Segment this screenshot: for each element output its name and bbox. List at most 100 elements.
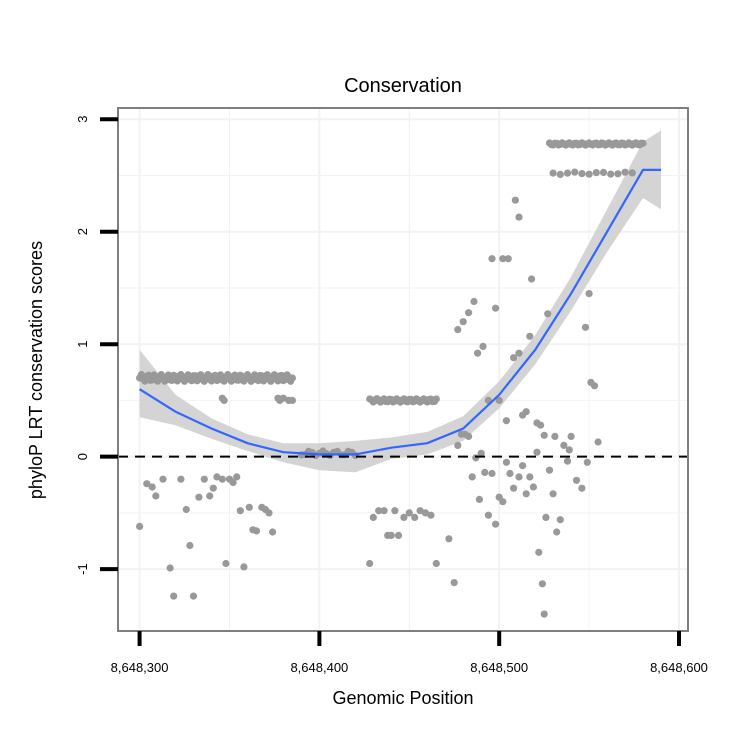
y-axis-label: phyloP LRT conservation scores — [26, 241, 46, 499]
plot-frame — [117, 107, 689, 632]
x-tick-label-3: 8,648,600 — [650, 660, 708, 675]
data-point-7 — [177, 475, 185, 483]
y-tick-label-3: 2 — [75, 228, 90, 235]
data-point-107 — [529, 483, 538, 491]
data-points — [136, 139, 647, 618]
data-point-208 — [288, 374, 296, 382]
data-point-34 — [279, 394, 287, 402]
data-point-301 — [556, 170, 564, 178]
y-tick-label-1: 0 — [75, 453, 90, 460]
chart-title: Conservation — [344, 75, 462, 97]
data-point-53 — [450, 579, 458, 587]
x-tick-label-1: 8,648,400 — [290, 660, 348, 675]
data-point-29 — [269, 528, 277, 536]
data-point-95 — [484, 511, 492, 519]
data-point-1 — [143, 480, 151, 488]
grid-lines — [118, 108, 688, 631]
data-point-86 — [454, 441, 462, 449]
data-point-17 — [222, 559, 230, 568]
confidence-band-layer — [139, 130, 662, 473]
data-point-96 — [488, 469, 496, 478]
data-point-299 — [639, 139, 647, 147]
data-point-102 — [509, 484, 518, 492]
data-point-20 — [233, 473, 241, 481]
data-point-304 — [578, 170, 586, 178]
data-point-106 — [526, 473, 534, 481]
data-point-14 — [209, 484, 217, 492]
data-point-45 — [400, 513, 408, 522]
data-point-66 — [504, 255, 512, 263]
data-point-19 — [229, 478, 237, 487]
data-point-40 — [380, 507, 388, 515]
data-point-70 — [515, 213, 523, 221]
data-point-310 — [621, 168, 629, 176]
data-point-305 — [585, 170, 593, 178]
x-axis-label: Genomic Position — [332, 688, 473, 708]
data-point-119 — [567, 432, 575, 440]
data-point-103 — [515, 473, 523, 481]
data-point-11 — [195, 493, 203, 501]
data-point-77 — [540, 431, 548, 439]
data-point-93 — [477, 449, 485, 457]
data-point-8 — [182, 505, 190, 514]
data-point-74 — [528, 275, 536, 283]
data-point-90 — [468, 473, 476, 481]
data-point-101 — [506, 469, 514, 478]
data-point-81 — [581, 323, 590, 331]
smooth-fit-line — [139, 168, 661, 456]
data-point-37 — [366, 559, 374, 568]
y-tick-label-4: 3 — [75, 116, 90, 123]
data-point-78 — [544, 310, 552, 318]
data-point-99 — [499, 498, 507, 506]
data-point-110 — [538, 580, 547, 588]
data-point-15 — [213, 473, 221, 481]
data-point-6 — [170, 592, 178, 600]
data-point-61 — [488, 255, 496, 263]
data-point-23 — [245, 503, 253, 511]
data-point-9 — [186, 541, 194, 550]
data-point-118 — [563, 457, 572, 465]
confidence-band — [139, 130, 662, 473]
data-point-80 — [565, 446, 573, 454]
data-point-65 — [502, 417, 510, 425]
y-tick-label-0: -1 — [75, 563, 90, 575]
data-point-10 — [189, 592, 198, 600]
data-point-122 — [583, 458, 591, 466]
data-point-300 — [549, 169, 557, 177]
data-point-108 — [533, 448, 541, 456]
data-point-12 — [200, 475, 208, 483]
data-point-104 — [519, 462, 527, 470]
x-axis-ticks: 8,648,300 8,648,400 8,648,500 8,648,600 — [111, 631, 708, 675]
data-point-92 — [475, 495, 483, 503]
data-point-112 — [542, 513, 550, 522]
data-point-43 — [391, 507, 399, 515]
data-point-67 — [509, 354, 518, 362]
data-point-22 — [240, 563, 248, 571]
x-tick-label-0: 8,648,300 — [111, 660, 169, 675]
data-point-69 — [515, 349, 523, 357]
x-tick-label-2: 8,648,500 — [470, 660, 528, 675]
data-point-16 — [218, 475, 226, 483]
data-point-56 — [465, 309, 473, 317]
data-point-46 — [405, 509, 413, 517]
data-point-117 — [560, 441, 568, 449]
data-point-73 — [526, 332, 534, 340]
data-point-121 — [578, 484, 586, 492]
data-point-58 — [474, 349, 482, 357]
data-point-76 — [537, 421, 545, 429]
data-point-59 — [479, 342, 487, 350]
data-point-306 — [592, 169, 600, 177]
data-point-13 — [206, 492, 214, 500]
y-axis-ticks: -1 0 1 2 3 — [75, 116, 118, 575]
data-point-62 — [492, 304, 500, 312]
data-point-307 — [599, 168, 608, 176]
data-point-308 — [607, 170, 615, 178]
data-point-84 — [590, 382, 599, 390]
data-point-94 — [481, 468, 489, 476]
data-point-52 — [445, 535, 453, 543]
data-point-2 — [148, 483, 156, 491]
data-point-115 — [553, 528, 561, 536]
data-point-57 — [470, 297, 478, 306]
data-point-5 — [166, 564, 174, 572]
